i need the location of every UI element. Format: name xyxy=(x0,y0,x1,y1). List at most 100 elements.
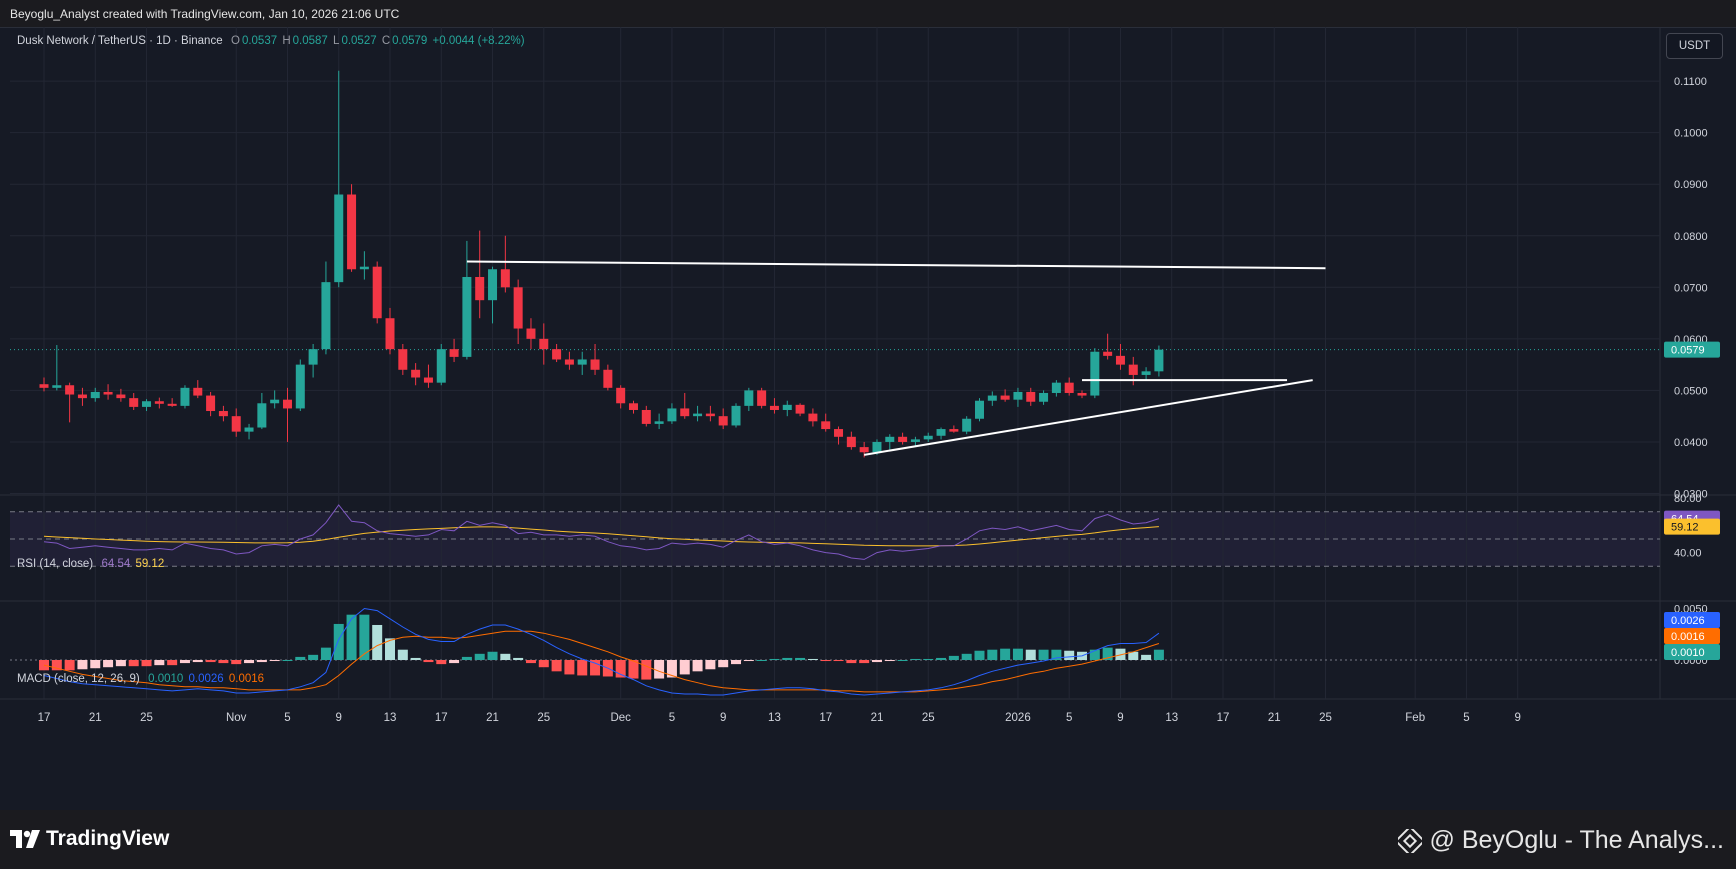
price-tick-label: 0.1100 xyxy=(1674,76,1707,88)
rsi-tick-label: 80.00 xyxy=(1674,493,1702,505)
candle-body xyxy=(705,413,715,417)
candle-body xyxy=(603,369,613,388)
macd-hist-bar xyxy=(128,660,139,667)
candle-body xyxy=(539,338,549,350)
macd-value-tag xyxy=(1664,628,1720,644)
candle xyxy=(398,344,408,375)
candle-body xyxy=(821,421,831,430)
macd-hist-bar xyxy=(974,650,985,660)
time-tick-label: 5 xyxy=(1463,712,1469,724)
candle xyxy=(257,392,267,430)
candle-body xyxy=(1064,382,1074,393)
candle-body xyxy=(129,398,139,407)
trendline xyxy=(466,260,1326,270)
rsi-value: 64.54 xyxy=(101,558,131,570)
candle-body xyxy=(808,413,818,422)
candle-body xyxy=(769,405,779,410)
candle-body xyxy=(654,421,664,424)
macd-hist-bar xyxy=(525,660,536,664)
time-tick-label: 25 xyxy=(140,712,153,724)
macd-hist-bar xyxy=(692,660,703,672)
candle-body xyxy=(359,266,369,270)
candle-body xyxy=(206,395,216,412)
macd-hist-bar xyxy=(1153,649,1164,660)
macd-hist-bar xyxy=(500,653,511,660)
macd-hist-bar xyxy=(269,660,280,662)
candle-body xyxy=(231,416,241,432)
candle-body xyxy=(680,408,690,417)
time-tick-label: 17 xyxy=(1217,712,1230,724)
time-tick-label: 5 xyxy=(284,712,290,724)
macd-hist-bar xyxy=(308,654,319,660)
candle-body xyxy=(1128,364,1138,375)
candle xyxy=(821,413,831,432)
candle xyxy=(1154,345,1164,377)
candle xyxy=(436,344,446,386)
macd-hist-bar xyxy=(756,660,767,661)
candle-body xyxy=(898,436,908,442)
macd-hist-bar xyxy=(487,651,498,660)
candle xyxy=(757,387,767,409)
time-tick-label: 17 xyxy=(38,712,51,724)
candle xyxy=(359,251,369,280)
candle-body xyxy=(398,349,408,370)
macd-hist-bar xyxy=(1128,651,1139,660)
currency-button[interactable]: USDT xyxy=(1666,33,1723,59)
candle xyxy=(962,416,972,435)
candle xyxy=(52,345,62,391)
macd-hist-bar xyxy=(897,660,908,661)
candle xyxy=(898,432,908,445)
candle-body xyxy=(526,328,536,339)
candle-body xyxy=(1090,351,1100,396)
low-value: 0.0527 xyxy=(341,35,377,47)
candle xyxy=(372,261,382,324)
candle xyxy=(270,390,280,409)
candle xyxy=(385,307,395,355)
candle xyxy=(1013,387,1023,407)
candle xyxy=(577,351,587,375)
candle-body xyxy=(872,441,882,453)
candle xyxy=(641,405,651,427)
macd-hist-bar xyxy=(551,660,562,672)
change-value: +0.0044 (+8.22%) xyxy=(432,35,525,47)
time-tick-label: 5 xyxy=(669,712,675,724)
candle xyxy=(859,441,869,458)
candle xyxy=(1103,333,1113,360)
candle xyxy=(103,384,113,400)
macd-hist-bar xyxy=(871,660,882,663)
macd-hist-bar xyxy=(513,657,524,660)
candle xyxy=(449,338,459,363)
macd-hist-bar xyxy=(192,660,203,663)
macd-hist-bar xyxy=(846,660,857,664)
candle xyxy=(475,230,485,319)
chart-canvas[interactable]: 0.03000.04000.05000.06000.07000.08000.09… xyxy=(0,27,1736,809)
macd-hist-bar xyxy=(705,660,716,670)
macd-pane xyxy=(10,607,1660,696)
tradingview-logo[interactable]: TradingView xyxy=(10,827,169,851)
chart-frame[interactable] xyxy=(0,27,1736,811)
macd-hist-bar xyxy=(167,660,178,666)
candle xyxy=(628,400,638,414)
high-label: H xyxy=(282,35,291,47)
macd-hist-bar xyxy=(936,657,947,660)
candle xyxy=(539,323,549,365)
macd-hist-bar xyxy=(385,638,396,660)
candle-body xyxy=(1103,351,1113,356)
candle-body xyxy=(372,266,382,319)
time-tick-label: 9 xyxy=(1515,712,1521,724)
time-tick-label: 9 xyxy=(720,712,726,724)
time-tick-label: 2026 xyxy=(1005,712,1031,724)
candle-body xyxy=(859,447,869,453)
macd-hist-bar xyxy=(1025,649,1036,660)
candle-body xyxy=(167,403,177,406)
macd-hist-bar xyxy=(641,660,652,680)
candle xyxy=(193,380,203,399)
candle xyxy=(206,391,216,417)
candle xyxy=(552,344,562,363)
macd-hist-bar xyxy=(718,660,729,668)
macd-hist-bar xyxy=(961,653,972,660)
macd-hist-bar xyxy=(884,660,895,662)
time-tick-label: 25 xyxy=(922,712,935,724)
price-legend: Dusk Network / TetherUS · 1D · Binance O… xyxy=(17,35,527,47)
macd-value-tag xyxy=(1664,644,1720,660)
